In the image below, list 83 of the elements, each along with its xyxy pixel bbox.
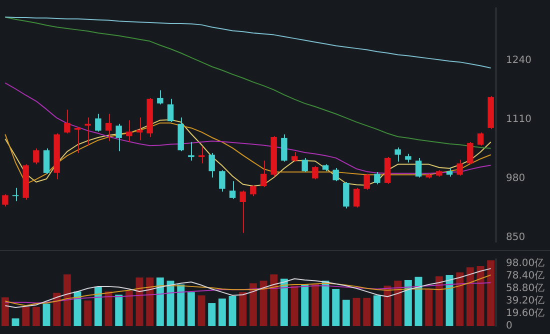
candlestick [302,157,308,173]
bar [42,304,50,326]
y-tick-label: 39.20亿 [506,296,545,307]
candlestick [353,187,360,208]
candlestick [208,152,215,178]
candlestick [229,180,236,200]
bar [12,318,20,326]
bar [394,280,402,326]
bar [301,284,309,326]
bar [146,278,154,326]
y-tick-label: 19.60亿 [506,308,545,320]
bar [332,288,340,326]
bar [239,292,247,326]
bar [260,280,268,326]
candlestick [477,132,484,146]
bar [270,274,278,326]
bar [53,292,61,326]
candlestick [281,134,288,162]
candlestick [312,166,318,180]
candlestick [467,142,474,165]
bar [187,292,195,326]
candlestick [343,182,350,209]
y-tick-label: 0 [506,320,512,332]
bar [63,274,71,326]
candlestick [74,126,81,154]
candlestick [43,148,50,174]
candlestick [291,152,298,162]
bar [84,300,92,326]
candlestick [105,113,112,142]
bar [456,272,464,326]
bar [311,284,319,326]
bar [425,288,433,326]
candlestick [364,173,370,190]
y-tick-label: 58.80亿 [506,283,545,294]
bar [22,306,30,326]
candlestick [167,98,174,123]
candlestick [219,170,226,192]
bar [435,276,443,326]
candlestick [64,109,70,134]
candlestick [33,148,40,165]
bar [373,295,381,326]
y-tick-label: 78.40亿 [506,270,545,282]
candlestick [188,142,194,162]
candlestick [116,123,122,152]
candlestick [95,113,102,132]
candlestick [157,90,164,105]
candlestick [394,146,401,162]
bar [94,286,102,326]
y-tick-label: 1110 [506,114,532,125]
bar [228,296,236,326]
candlestick [456,159,463,176]
bar [198,295,206,326]
candlestick [198,146,205,164]
y-tick-label: 98.00亿 [506,258,545,270]
candlestick [332,167,339,182]
bar [32,306,40,326]
bar [290,286,298,326]
candlestick [415,157,422,178]
bar [177,284,185,326]
bar [404,280,412,326]
bar [249,283,257,326]
candlestick [260,160,267,188]
candlestick [126,120,132,143]
bar [352,298,360,326]
bar [280,278,288,326]
bar [218,298,226,326]
bar [156,278,164,326]
bar [115,294,123,326]
bar [342,300,350,326]
y-tick-label: 980 [506,172,526,184]
bar [363,298,371,326]
bar [125,290,133,326]
bar [487,260,495,326]
candlestick [240,190,246,234]
candlestick [250,184,256,197]
candlestick [374,172,380,185]
y-tick-label: 850 [506,232,526,244]
bar [1,297,9,326]
bar [208,303,216,326]
bar [466,267,474,326]
y-tick-label: 1240 [506,54,532,66]
candlestick [2,194,8,208]
candlestick [12,187,19,202]
